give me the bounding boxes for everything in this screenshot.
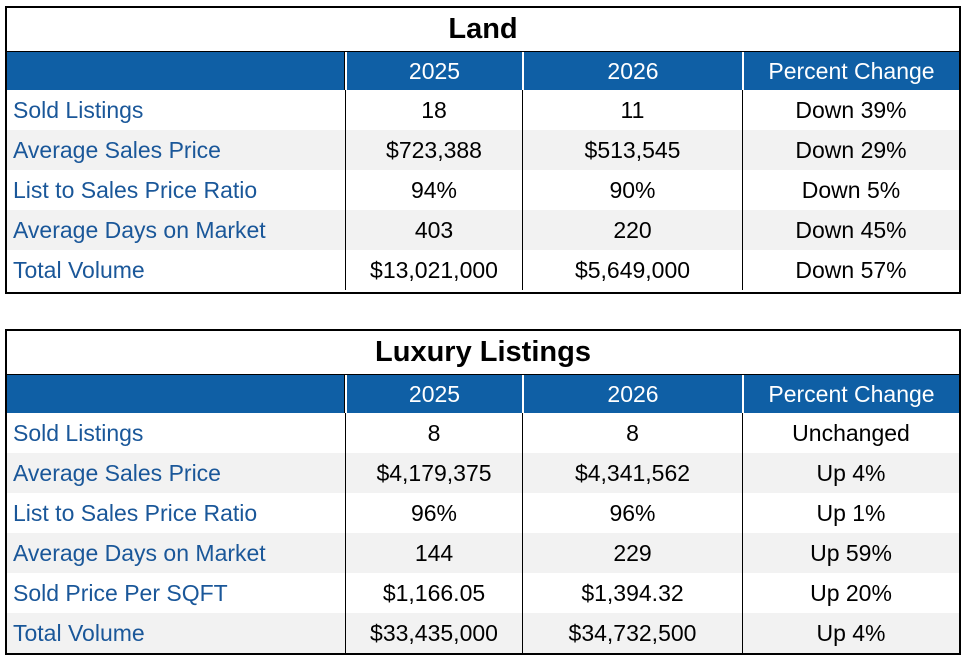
- value-2026: $4,341,562: [522, 453, 742, 493]
- value-2025: $723,388: [345, 130, 522, 170]
- value-2026: $34,732,500: [522, 613, 742, 653]
- table-row: Total Volume $13,021,000 $5,649,000 Down…: [7, 250, 959, 290]
- header-year-2026: 2026: [522, 375, 742, 413]
- percent-change-value: Unchanged: [742, 413, 959, 453]
- land-table: Land 2025 2026 Percent Change Sold Listi…: [5, 6, 961, 294]
- percent-change-value: Up 20%: [742, 573, 959, 613]
- table-row: Average Days on Market 144 229 Up 59%: [7, 533, 959, 573]
- header-row: 2025 2026 Percent Change: [7, 375, 959, 413]
- row-label: Sold Listings: [13, 419, 144, 446]
- value-2025: $1,166.05: [345, 573, 522, 613]
- row-label: Average Sales Price: [13, 459, 221, 486]
- percent-change-value: Down 57%: [742, 250, 959, 290]
- percent-change-value: Down 45%: [742, 210, 959, 250]
- value-2026: 229: [522, 533, 742, 573]
- row-label: Total Volume: [13, 256, 145, 283]
- percent-change-value: Up 1%: [742, 493, 959, 533]
- table-row: Average Sales Price $4,179,375 $4,341,56…: [7, 453, 959, 493]
- value-2026: $513,545: [522, 130, 742, 170]
- row-label: Sold Price Per SQFT: [13, 579, 228, 606]
- percent-change-value: Down 5%: [742, 170, 959, 210]
- table-row: Sold Listings 8 8 Unchanged: [7, 413, 959, 453]
- table-title: Land: [7, 8, 959, 52]
- value-2025: 96%: [345, 493, 522, 533]
- header-year-2026: 2026: [522, 52, 742, 90]
- value-2025: $13,021,000: [345, 250, 522, 290]
- value-2026: 220: [522, 210, 742, 250]
- percent-change-value: Down 29%: [742, 130, 959, 170]
- header-year-2025: 2025: [345, 375, 522, 413]
- value-2026: 96%: [522, 493, 742, 533]
- table-title: Luxury Listings: [7, 331, 959, 375]
- header-empty-cell: [7, 52, 345, 90]
- table-row: List to Sales Price Ratio 96% 96% Up 1%: [7, 493, 959, 533]
- table-row: Average Days on Market 403 220 Down 45%: [7, 210, 959, 250]
- table-row: Total Volume $33,435,000 $34,732,500 Up …: [7, 613, 959, 653]
- value-2026: 8: [522, 413, 742, 453]
- value-2026: 11: [522, 90, 742, 130]
- row-label: Average Days on Market: [13, 216, 266, 243]
- table-row: List to Sales Price Ratio 94% 90% Down 5…: [7, 170, 959, 210]
- value-2026: $5,649,000: [522, 250, 742, 290]
- table-row: Sold Listings 18 11 Down 39%: [7, 90, 959, 130]
- header-percent-change: Percent Change: [742, 52, 959, 90]
- table-row: Average Sales Price $723,388 $513,545 Do…: [7, 130, 959, 170]
- table-row: Sold Price Per SQFT $1,166.05 $1,394.32 …: [7, 573, 959, 613]
- value-2025: 144: [345, 533, 522, 573]
- value-2026: 90%: [522, 170, 742, 210]
- value-2025: $4,179,375: [345, 453, 522, 493]
- header-empty-cell: [7, 375, 345, 413]
- value-2025: 8: [345, 413, 522, 453]
- percent-change-value: Up 4%: [742, 613, 959, 653]
- header-year-2025: 2025: [345, 52, 522, 90]
- value-2026: $1,394.32: [522, 573, 742, 613]
- row-label: List to Sales Price Ratio: [13, 499, 258, 526]
- value-2025: 403: [345, 210, 522, 250]
- luxury-listings-table: Luxury Listings 2025 2026 Percent Change…: [5, 329, 961, 655]
- row-label: List to Sales Price Ratio: [13, 176, 258, 203]
- header-row: 2025 2026 Percent Change: [7, 52, 959, 90]
- value-2025: 94%: [345, 170, 522, 210]
- percent-change-value: Down 39%: [742, 90, 959, 130]
- row-label: Sold Listings: [13, 96, 144, 123]
- row-label: Average Sales Price: [13, 136, 221, 163]
- percent-change-value: Up 59%: [742, 533, 959, 573]
- value-2025: $33,435,000: [345, 613, 522, 653]
- header-percent-change: Percent Change: [742, 375, 959, 413]
- value-2025: 18: [345, 90, 522, 130]
- row-label: Total Volume: [13, 619, 145, 646]
- percent-change-value: Up 4%: [742, 453, 959, 493]
- row-label: Average Days on Market: [13, 539, 266, 566]
